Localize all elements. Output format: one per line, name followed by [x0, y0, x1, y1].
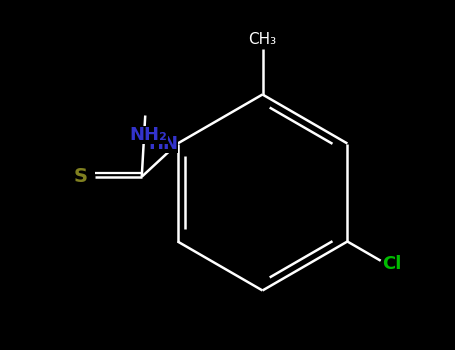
Text: NH₂: NH₂: [130, 126, 168, 144]
Text: HN: HN: [148, 135, 178, 153]
Text: Cl: Cl: [383, 255, 402, 273]
Text: S: S: [74, 167, 87, 186]
Text: CH₃: CH₃: [248, 32, 277, 47]
